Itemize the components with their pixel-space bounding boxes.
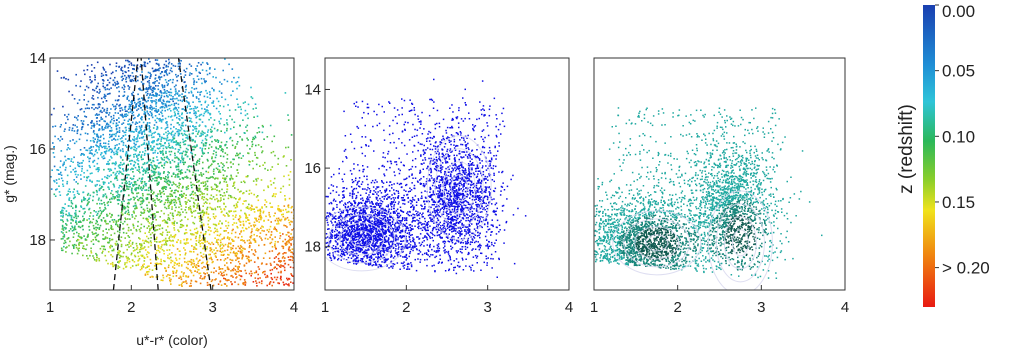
x-ticks-right: 1 2 3 4 — [590, 285, 849, 316]
density-contour — [707, 190, 773, 290]
density-contours-right — [612, 190, 773, 290]
y-ticks-middle: 14 16 18 — [304, 81, 330, 256]
y-tick-label: 14 — [304, 81, 321, 98]
x-tick-label: 1 — [590, 299, 598, 316]
density-contour — [612, 210, 702, 276]
dashed-boundary-line — [112, 58, 139, 290]
colorbar-label: z (redshift) — [896, 104, 917, 194]
density-contour — [350, 230, 374, 248]
x-tick-label: 4 — [565, 299, 573, 316]
dashed-boundary-line — [177, 58, 212, 290]
density-contour — [715, 203, 765, 283]
density-contour — [645, 234, 669, 252]
panel-right: 1 2 3 4 — [590, 57, 849, 316]
x-ticks-left: 1 2 3 4 — [46, 285, 298, 316]
x-tick-label: 4 — [290, 299, 298, 316]
y-tick-label: 18 — [304, 239, 321, 256]
density-contour — [450, 174, 468, 202]
redshift-boundary-lines — [112, 58, 212, 290]
dashed-boundary-line — [140, 58, 159, 290]
y-tick-label: 18 — [29, 232, 46, 249]
density-contour — [442, 161, 476, 215]
panel-left: 1 2 3 4 14 16 18 u*-r* (color) g* (mag.) — [1, 50, 298, 348]
colorbar-gradient — [923, 5, 935, 307]
scatter-points-left — [50, 58, 294, 287]
x-tick-label: 3 — [208, 299, 216, 316]
y-tick-label: 14 — [29, 50, 46, 67]
density-contour — [731, 229, 749, 257]
density-contour — [339, 222, 385, 256]
x-ticks-middle: 1 2 3 4 — [321, 285, 573, 316]
colorbar: 0.00 0.05 0.10 0.15 > 0.20 z (redshift) — [896, 2, 990, 307]
x-axis-label-left: u*-r* (color) — [136, 332, 208, 348]
x-tick-label: 2 — [673, 299, 681, 316]
scatter-points-right — [594, 107, 823, 279]
scatter-points-middle — [325, 78, 527, 278]
plot-frame-left — [49, 57, 295, 291]
y-tick-label: 16 — [304, 160, 321, 177]
colorbar-tick-label: 0.05 — [942, 62, 975, 81]
x-tick-label: 4 — [841, 299, 849, 316]
density-contour — [328, 214, 396, 264]
x-tick-label: 1 — [321, 299, 329, 316]
x-tick-label: 2 — [127, 299, 135, 316]
density-contour — [426, 135, 492, 241]
plot-frame-middle — [324, 57, 570, 291]
x-tick-label: 1 — [46, 299, 54, 316]
colorbar-tick-label: 0.10 — [942, 127, 975, 146]
plot-frame-right — [593, 57, 846, 291]
density-contour — [434, 148, 484, 228]
colorbar-tick-label: 0.15 — [942, 193, 975, 212]
colorbar-ticks: 0.00 0.05 0.10 0.15 > 0.20 — [935, 2, 990, 278]
density-contour — [623, 218, 691, 268]
colorbar-tick-label: > 0.20 — [942, 259, 990, 278]
density-contour — [723, 216, 757, 270]
panel-middle: 1 2 3 4 14 16 18 — [304, 57, 573, 316]
y-ticks-left: 14 16 18 — [29, 50, 55, 249]
density-contour — [325, 206, 407, 272]
y-axis-label-left: g* (mag.) — [1, 145, 17, 203]
x-tick-label: 3 — [757, 299, 765, 316]
y-tick-label: 16 — [29, 141, 46, 158]
x-tick-label: 3 — [483, 299, 491, 316]
colorbar-tick-label: 0.00 — [942, 2, 975, 21]
density-contour — [634, 226, 680, 260]
x-tick-label: 2 — [402, 299, 410, 316]
density-contours-middle — [325, 135, 492, 272]
